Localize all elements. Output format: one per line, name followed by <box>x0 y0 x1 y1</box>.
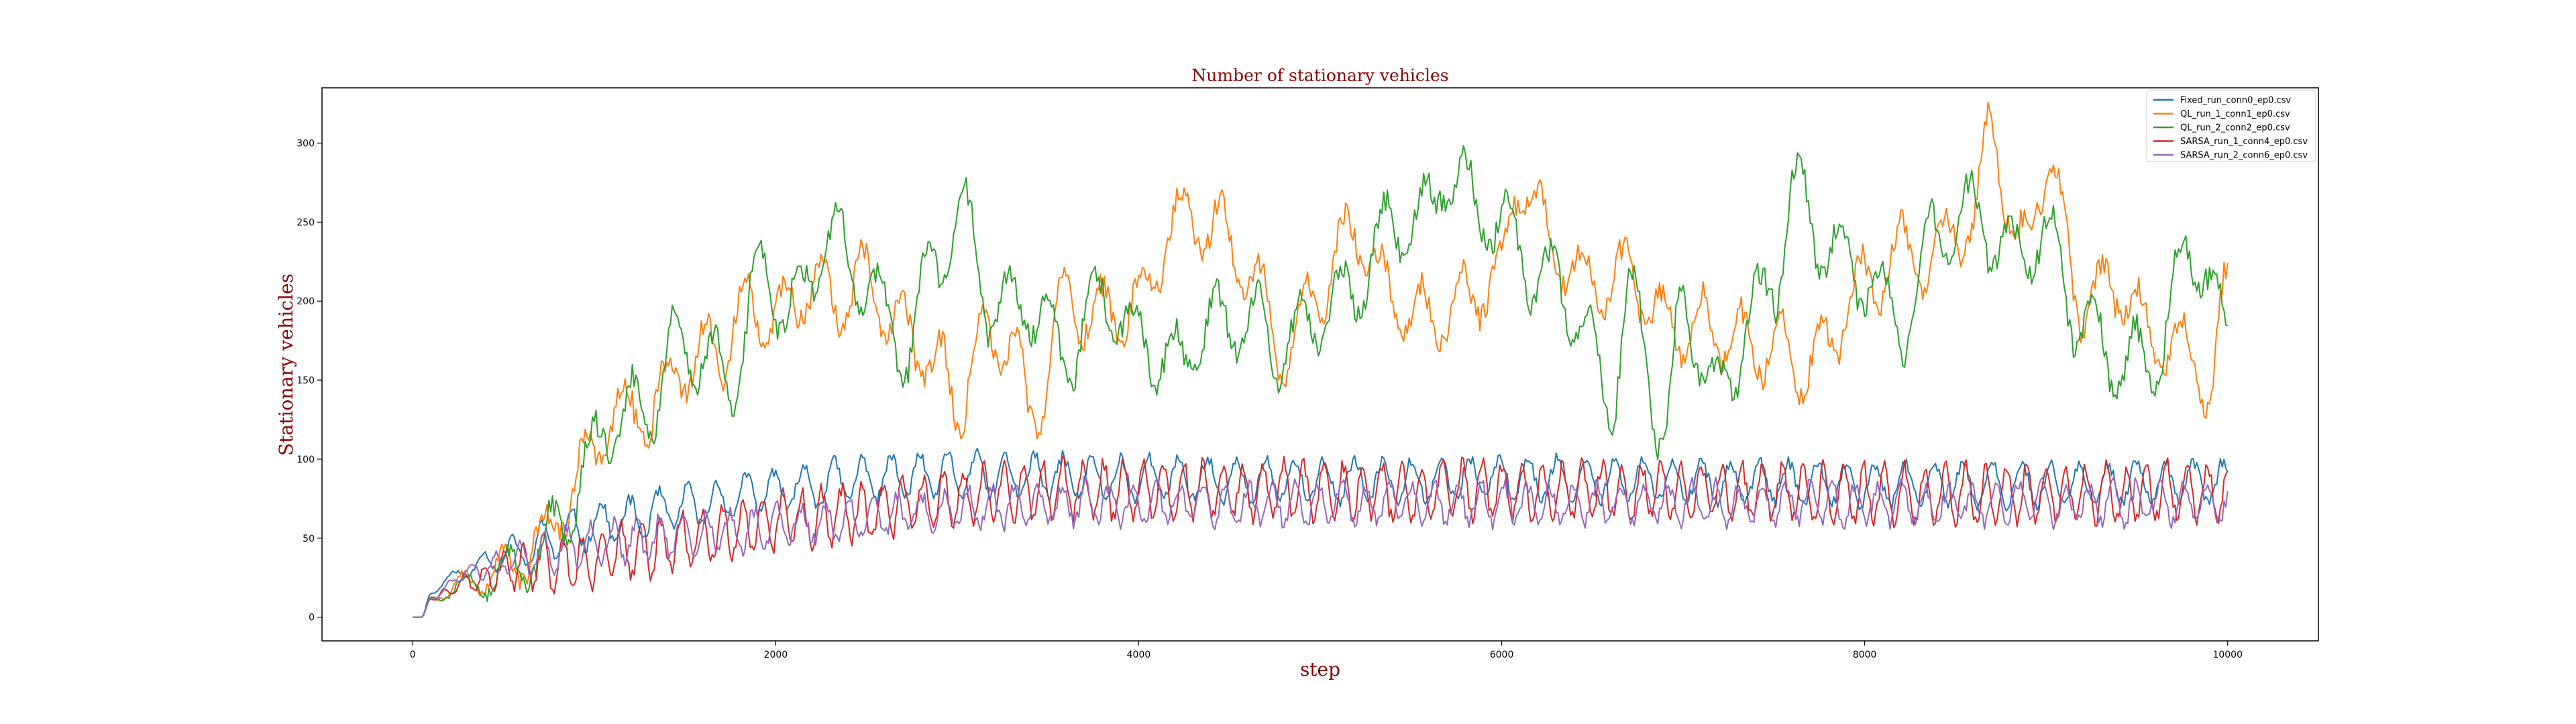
y-tick-label: 50 <box>303 534 315 544</box>
y-tick-label: 200 <box>297 296 315 307</box>
legend-items: Fixed_run_conn0_ep0.csv QL_run_1_conn1_ep… <box>2153 96 2308 161</box>
y-tick-label: 100 <box>297 455 315 465</box>
legend-label: QL_run_2_conn2_ep0.csv <box>2180 123 2290 133</box>
y-tick-label: 250 <box>297 217 315 228</box>
x-axis-ticks: 0 2000 4000 6000 8000 10000 <box>410 641 2243 660</box>
x-tick-label: 4000 <box>1127 650 1151 660</box>
y-tick-label: 0 <box>309 613 315 623</box>
x-tick-label: 8000 <box>1853 650 1877 660</box>
legend: Fixed_run_conn0_ep0.csv QL_run_1_conn1_ep… <box>2146 90 2316 162</box>
plot-area-frame <box>321 87 2319 642</box>
x-tick-label: 6000 <box>1490 650 1514 660</box>
series-line <box>413 476 2229 618</box>
x-tick-label: 0 <box>410 650 416 660</box>
legend-label: SARSA_run_1_conn4_ep0.csv <box>2180 137 2308 147</box>
series-line <box>413 455 2229 618</box>
y-tick-label: 300 <box>297 139 315 149</box>
chart-title: Number of stationary vehicles <box>1191 66 1448 85</box>
y-axis-label: Stationary vehicles <box>275 274 297 456</box>
x-tick-label: 2000 <box>764 650 788 660</box>
legend-label: SARSA_run_2_conn6_ep0.csv <box>2180 151 2308 161</box>
legend-box <box>2146 90 2316 162</box>
series-line <box>413 145 2229 618</box>
y-axis-ticks: 0 50 100 150 200 250 300 <box>297 139 322 623</box>
legend-label: Fixed_run_conn0_ep0.csv <box>2180 96 2291 106</box>
x-tick-label: 10000 <box>2212 650 2243 660</box>
series-layer <box>413 102 2229 618</box>
series-line <box>413 102 2229 618</box>
y-tick-label: 150 <box>297 375 315 386</box>
x-axis-label: step <box>1300 658 1340 680</box>
legend-label: QL_run_1_conn1_ep0.csv <box>2180 109 2290 119</box>
